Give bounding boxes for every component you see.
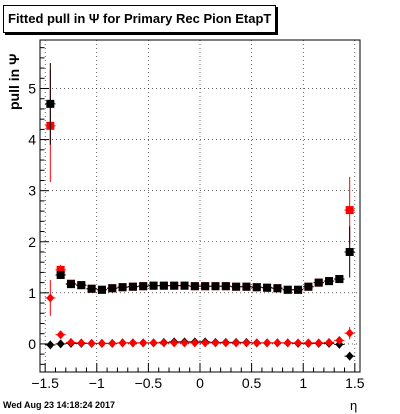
data-point <box>139 338 148 348</box>
data-point <box>201 282 210 291</box>
data-point <box>314 338 323 348</box>
data-point <box>149 338 158 348</box>
data-point <box>128 338 137 348</box>
data-point <box>325 337 334 347</box>
data-point <box>263 338 272 348</box>
x-tick-label: −1 <box>89 375 105 391</box>
data-point <box>273 284 282 293</box>
data-point <box>211 282 220 291</box>
x-tick-label: −1.5 <box>31 375 59 391</box>
y-tick-label: 1 <box>28 285 36 301</box>
data-point <box>118 283 127 292</box>
data-point <box>56 339 65 349</box>
data-point <box>190 338 199 348</box>
y-tick-label: 5 <box>28 81 36 97</box>
data-point <box>345 328 354 338</box>
data-point <box>87 284 96 293</box>
data-point <box>294 285 303 294</box>
data-point <box>345 206 354 215</box>
data-point <box>56 330 65 340</box>
data-point <box>304 338 313 348</box>
series-1 <box>45 62 355 294</box>
grid-lines <box>40 40 360 372</box>
date-stamp: Wed Aug 23 14:18:24 2017 <box>3 400 116 410</box>
data-point <box>66 280 75 289</box>
data-point <box>149 281 158 290</box>
x-tick-label: 1.5 <box>345 375 365 391</box>
data-point <box>211 338 220 348</box>
data-point <box>252 283 261 292</box>
series-3 <box>45 280 355 348</box>
data-point <box>159 281 168 290</box>
data-point <box>232 282 241 291</box>
data-point <box>180 281 189 290</box>
y-tick-label: 4 <box>28 132 36 148</box>
data-point <box>46 99 55 108</box>
data-point <box>242 338 251 348</box>
data-point <box>118 338 127 348</box>
data-point <box>56 265 65 274</box>
data-series <box>45 62 355 361</box>
data-point <box>242 282 251 291</box>
data-point <box>77 281 86 290</box>
data-point <box>263 283 272 292</box>
data-point <box>66 337 75 347</box>
data-point <box>221 338 230 348</box>
y-tick-label: 2 <box>28 234 36 250</box>
data-point <box>201 338 210 348</box>
data-point <box>232 338 241 348</box>
data-point <box>221 282 230 291</box>
data-point <box>325 277 334 286</box>
x-tick-label: 0.5 <box>242 375 262 391</box>
x-tick-label: 1 <box>299 375 307 391</box>
y-tick-labels: 0 1 2 3 4 5 <box>28 81 36 352</box>
data-point <box>159 338 168 348</box>
data-point <box>108 338 117 348</box>
data-point <box>335 335 344 345</box>
data-point <box>170 281 179 290</box>
data-point <box>283 338 292 348</box>
x-tick-label: −0.5 <box>135 375 163 391</box>
plot-frame <box>39 39 361 373</box>
data-point <box>294 338 303 348</box>
data-point <box>345 351 354 361</box>
data-point <box>46 293 55 303</box>
data-point <box>56 270 65 279</box>
x-axis-label: η <box>350 398 358 413</box>
data-point <box>87 338 96 348</box>
chart-title: Fitted pull in Ψ for Primary Rec Pion Et… <box>3 5 277 33</box>
data-point <box>304 282 313 291</box>
data-point <box>283 285 292 294</box>
data-point <box>252 338 261 348</box>
data-point <box>97 285 106 294</box>
y-tick-label: 3 <box>28 183 36 199</box>
data-point <box>97 338 106 348</box>
axes <box>39 39 361 373</box>
data-point <box>345 247 354 256</box>
data-point <box>335 275 344 284</box>
data-point <box>314 278 323 287</box>
data-point <box>170 338 179 348</box>
y-tick-label: 0 <box>28 336 36 352</box>
data-point <box>273 338 282 348</box>
x-tick-labels: −1.5 −1 −0.5 0 0.5 1 1.5 <box>31 375 364 391</box>
data-point <box>46 340 55 350</box>
data-point <box>108 284 117 293</box>
x-tick-label: 0 <box>196 375 204 391</box>
data-point <box>180 338 189 348</box>
data-point <box>77 338 86 348</box>
data-point <box>190 282 199 291</box>
data-point <box>128 282 137 291</box>
y-axis-label: pull in Ψ <box>6 53 22 110</box>
data-point <box>139 282 148 291</box>
